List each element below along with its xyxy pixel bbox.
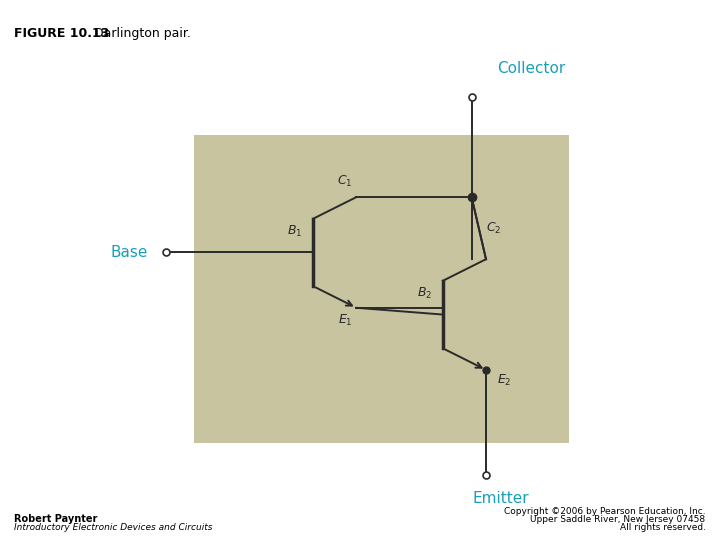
Text: $B_2$: $B_2$ xyxy=(417,286,432,301)
Text: FIGURE 10.13: FIGURE 10.13 xyxy=(14,27,109,40)
Text: Emitter: Emitter xyxy=(472,491,528,507)
Text: Robert Paynter: Robert Paynter xyxy=(14,514,98,524)
FancyBboxPatch shape xyxy=(194,135,569,443)
Text: Upper Saddle River, New Jersey 07458: Upper Saddle River, New Jersey 07458 xyxy=(531,515,706,524)
Text: $E_2$: $E_2$ xyxy=(497,373,511,388)
Text: Darlington pair.: Darlington pair. xyxy=(94,27,191,40)
Text: Copyright ©2006 by Pearson Education, Inc.: Copyright ©2006 by Pearson Education, In… xyxy=(504,507,706,516)
Text: Base: Base xyxy=(110,245,148,260)
Text: Collector: Collector xyxy=(497,60,565,76)
Text: $C_2$: $C_2$ xyxy=(486,221,501,235)
Text: $E_1$: $E_1$ xyxy=(338,313,353,328)
Text: $B_1$: $B_1$ xyxy=(287,224,302,239)
Text: All rights reserved.: All rights reserved. xyxy=(620,523,706,532)
Text: $C_1$: $C_1$ xyxy=(338,174,353,189)
Text: Introductory Electronic Devices and Circuits: Introductory Electronic Devices and Circ… xyxy=(14,523,213,532)
